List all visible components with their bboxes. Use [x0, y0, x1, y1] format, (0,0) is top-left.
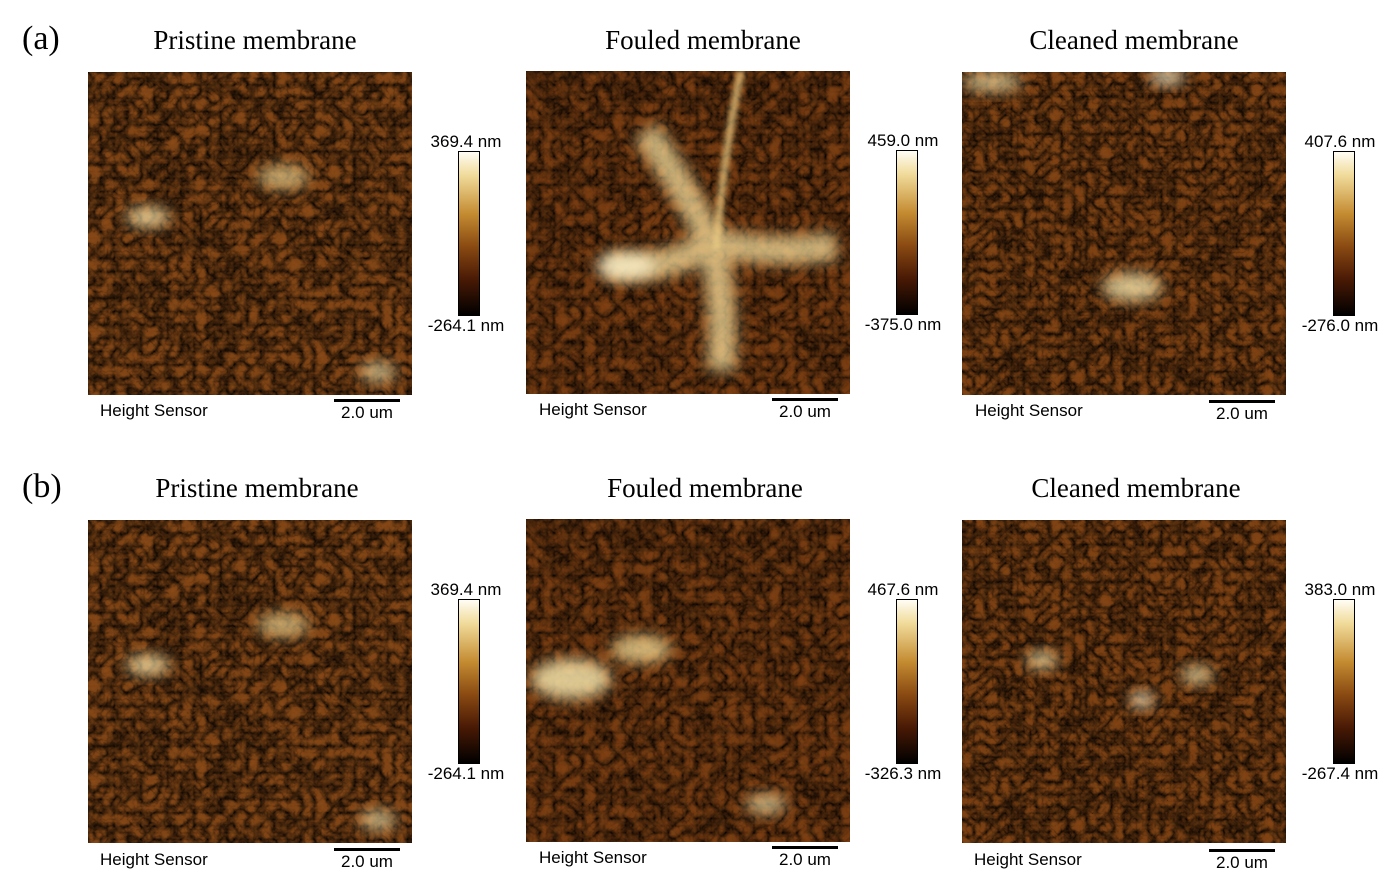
colorbar-a-cleaned [1333, 151, 1355, 316]
row-label-a: (a) [22, 20, 60, 57]
panel-title-a-pristine: Pristine membrane [153, 25, 357, 55]
scalebar-line [1209, 400, 1275, 403]
height-sensor-label-a-fouled: Height Sensor [539, 400, 647, 419]
colorbar-min-b-fouled: -326.3 nm [864, 764, 942, 783]
height-sensor-label-b-fouled: Height Sensor [539, 848, 647, 867]
scalebar-a-cleaned: 2.0 um [1209, 400, 1275, 422]
panel-title-b-pristine: Pristine membrane [155, 473, 359, 503]
colorbar-min-b-cleaned: -267.4 nm [1301, 764, 1379, 783]
colorbar-a-pristine [458, 151, 480, 316]
colorbar-max-b-cleaned: 383.0 nm [1304, 580, 1376, 599]
height-sensor-label-b-cleaned: Height Sensor [974, 850, 1082, 869]
scalebar-b-cleaned: 2.0 um [1209, 849, 1275, 871]
colorbar-max-b-fouled: 467.6 nm [867, 580, 939, 599]
height-sensor-label-a-pristine: Height Sensor [100, 401, 208, 420]
scalebar-text: 2.0 um [341, 852, 393, 871]
scalebar-text: 2.0 um [779, 402, 831, 421]
colorbar-min-a-pristine: -264.1 nm [427, 316, 505, 335]
scalebar-line [334, 399, 400, 402]
scalebar-b-fouled: 2.0 um [772, 846, 838, 868]
row-label-b: (b) [22, 468, 62, 505]
colorbar-min-a-fouled: -375.0 nm [864, 315, 942, 334]
colorbar-min-a-cleaned: -276.0 nm [1301, 316, 1379, 335]
afm-height-image-b-cleaned [962, 520, 1286, 843]
scalebar-line [334, 848, 400, 851]
afm-height-image-b-fouled [526, 519, 850, 842]
scalebar-text: 2.0 um [779, 850, 831, 869]
colorbar-max-a-pristine: 369.4 nm [430, 132, 502, 151]
afm-height-image-a-pristine [88, 72, 412, 395]
panel-title-a-cleaned: Cleaned membrane [1029, 25, 1239, 55]
scalebar-line [1209, 849, 1275, 852]
scalebar-text: 2.0 um [341, 403, 393, 422]
panel-title-b-cleaned: Cleaned membrane [1031, 473, 1241, 503]
colorbar-max-a-fouled: 459.0 nm [867, 131, 939, 150]
colorbar-b-pristine [458, 599, 480, 764]
scalebar-a-pristine: 2.0 um [334, 399, 400, 421]
scalebar-a-fouled: 2.0 um [772, 398, 838, 420]
afm-height-image-a-fouled [526, 71, 850, 394]
colorbar-a-fouled [896, 150, 918, 315]
scalebar-b-pristine: 2.0 um [334, 848, 400, 870]
panel-title-a-fouled: Fouled membrane [605, 25, 801, 55]
panel-title-b-fouled: Fouled membrane [607, 473, 803, 503]
height-sensor-label-a-cleaned: Height Sensor [975, 401, 1083, 420]
colorbar-max-a-cleaned: 407.6 nm [1304, 132, 1376, 151]
afm-height-image-a-cleaned [962, 72, 1286, 395]
colorbar-b-fouled [896, 599, 918, 764]
scalebar-text: 2.0 um [1216, 404, 1268, 423]
colorbar-b-cleaned [1333, 599, 1355, 764]
scalebar-line [772, 846, 838, 849]
afm-height-image-b-pristine [88, 520, 412, 843]
colorbar-max-b-pristine: 369.4 nm [430, 580, 502, 599]
colorbar-min-b-pristine: -264.1 nm [427, 764, 505, 783]
height-sensor-label-b-pristine: Height Sensor [100, 850, 208, 869]
scalebar-text: 2.0 um [1216, 853, 1268, 872]
scalebar-line [772, 398, 838, 401]
